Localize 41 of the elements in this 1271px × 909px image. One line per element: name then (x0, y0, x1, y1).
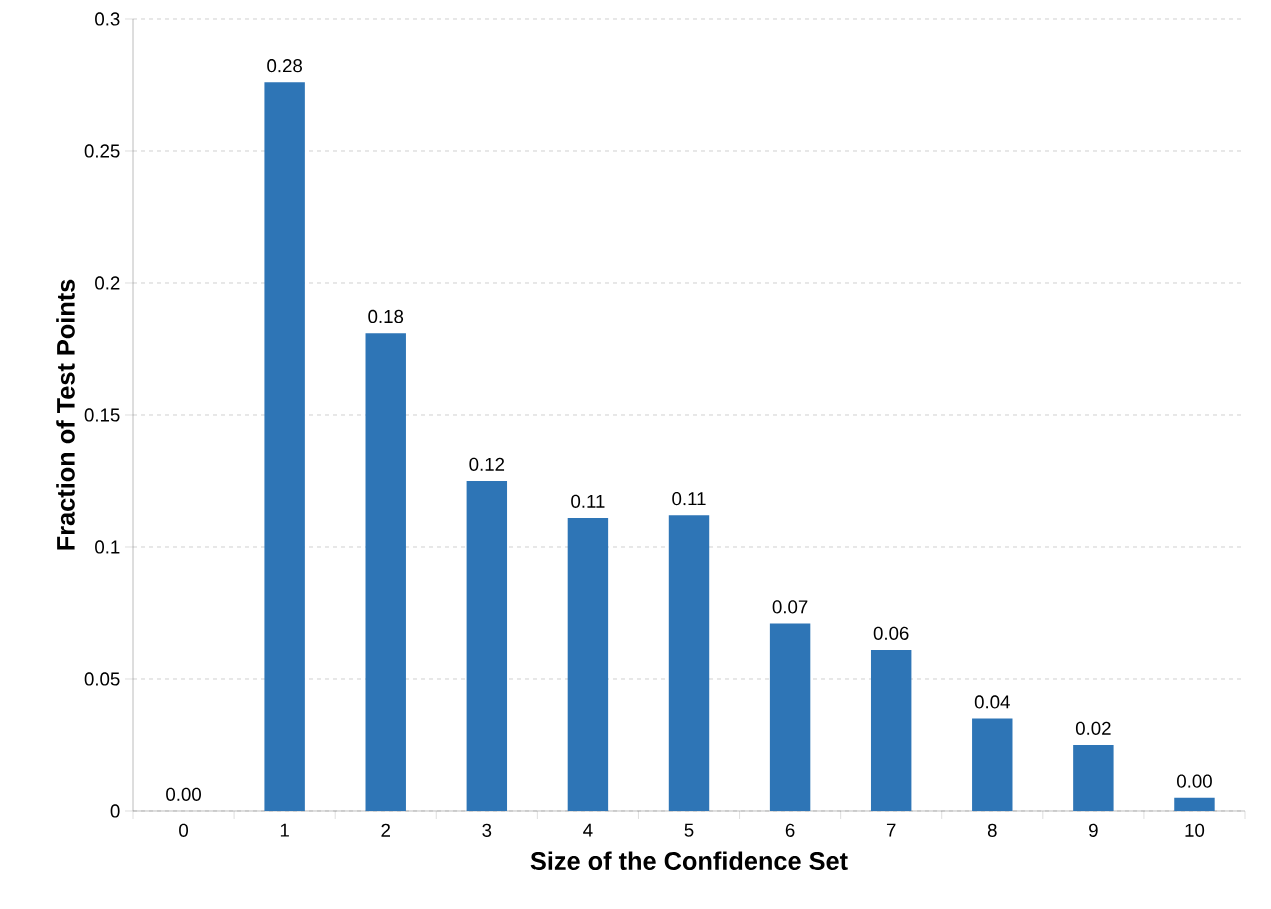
y-tick-label: 0.1 (95, 540, 120, 554)
data-label: 0.00 (1177, 774, 1212, 788)
data-label: 0.18 (368, 309, 404, 324)
x-tick-label: 5 (684, 823, 694, 837)
x-tick-label: 3 (482, 823, 492, 837)
bar (264, 82, 305, 811)
data-label: 0.12 (469, 457, 505, 471)
x-tick-label: 1 (280, 823, 289, 837)
data-label: 0.11 (571, 494, 605, 508)
bar (870, 649, 912, 811)
y-axis-title: Fraction of Test Points (56, 279, 75, 550)
x-tick-label: 10 (1185, 823, 1205, 837)
data-label: 0.04 (974, 695, 1010, 709)
bar (769, 623, 811, 811)
bar (567, 517, 609, 811)
bar (466, 480, 508, 811)
bar (365, 333, 406, 811)
data-label: 0.11 (672, 492, 706, 506)
y-tick-label: 0.2 (95, 276, 120, 290)
bar (668, 515, 710, 811)
bar (1174, 797, 1215, 811)
y-tick-label: 0.25 (84, 144, 120, 158)
data-label: 0.00 (166, 787, 201, 801)
y-tick-label: 0.3 (95, 12, 120, 26)
bar (972, 718, 1013, 811)
x-tick-label: 9 (1089, 823, 1098, 837)
x-tick-label: 0 (179, 823, 189, 837)
y-tick-label: 0.15 (84, 408, 120, 422)
data-label: 0.06 (873, 626, 909, 640)
x-tick-label: 8 (987, 823, 997, 837)
bar (1073, 744, 1114, 811)
x-tick-label: 2 (381, 823, 390, 837)
y-tick-label: 0 (110, 804, 120, 818)
data-label: 0.07 (772, 600, 808, 614)
x-tick-label: 6 (785, 823, 795, 837)
y-tick-label: 0.05 (84, 672, 120, 686)
x-tick-label: 4 (583, 823, 593, 837)
x-tick-label: 7 (886, 823, 896, 837)
x-axis-title: Size of the Confidence Set (530, 851, 848, 871)
data-label: 0.02 (1075, 721, 1111, 735)
data-label: 0.28 (267, 59, 302, 73)
